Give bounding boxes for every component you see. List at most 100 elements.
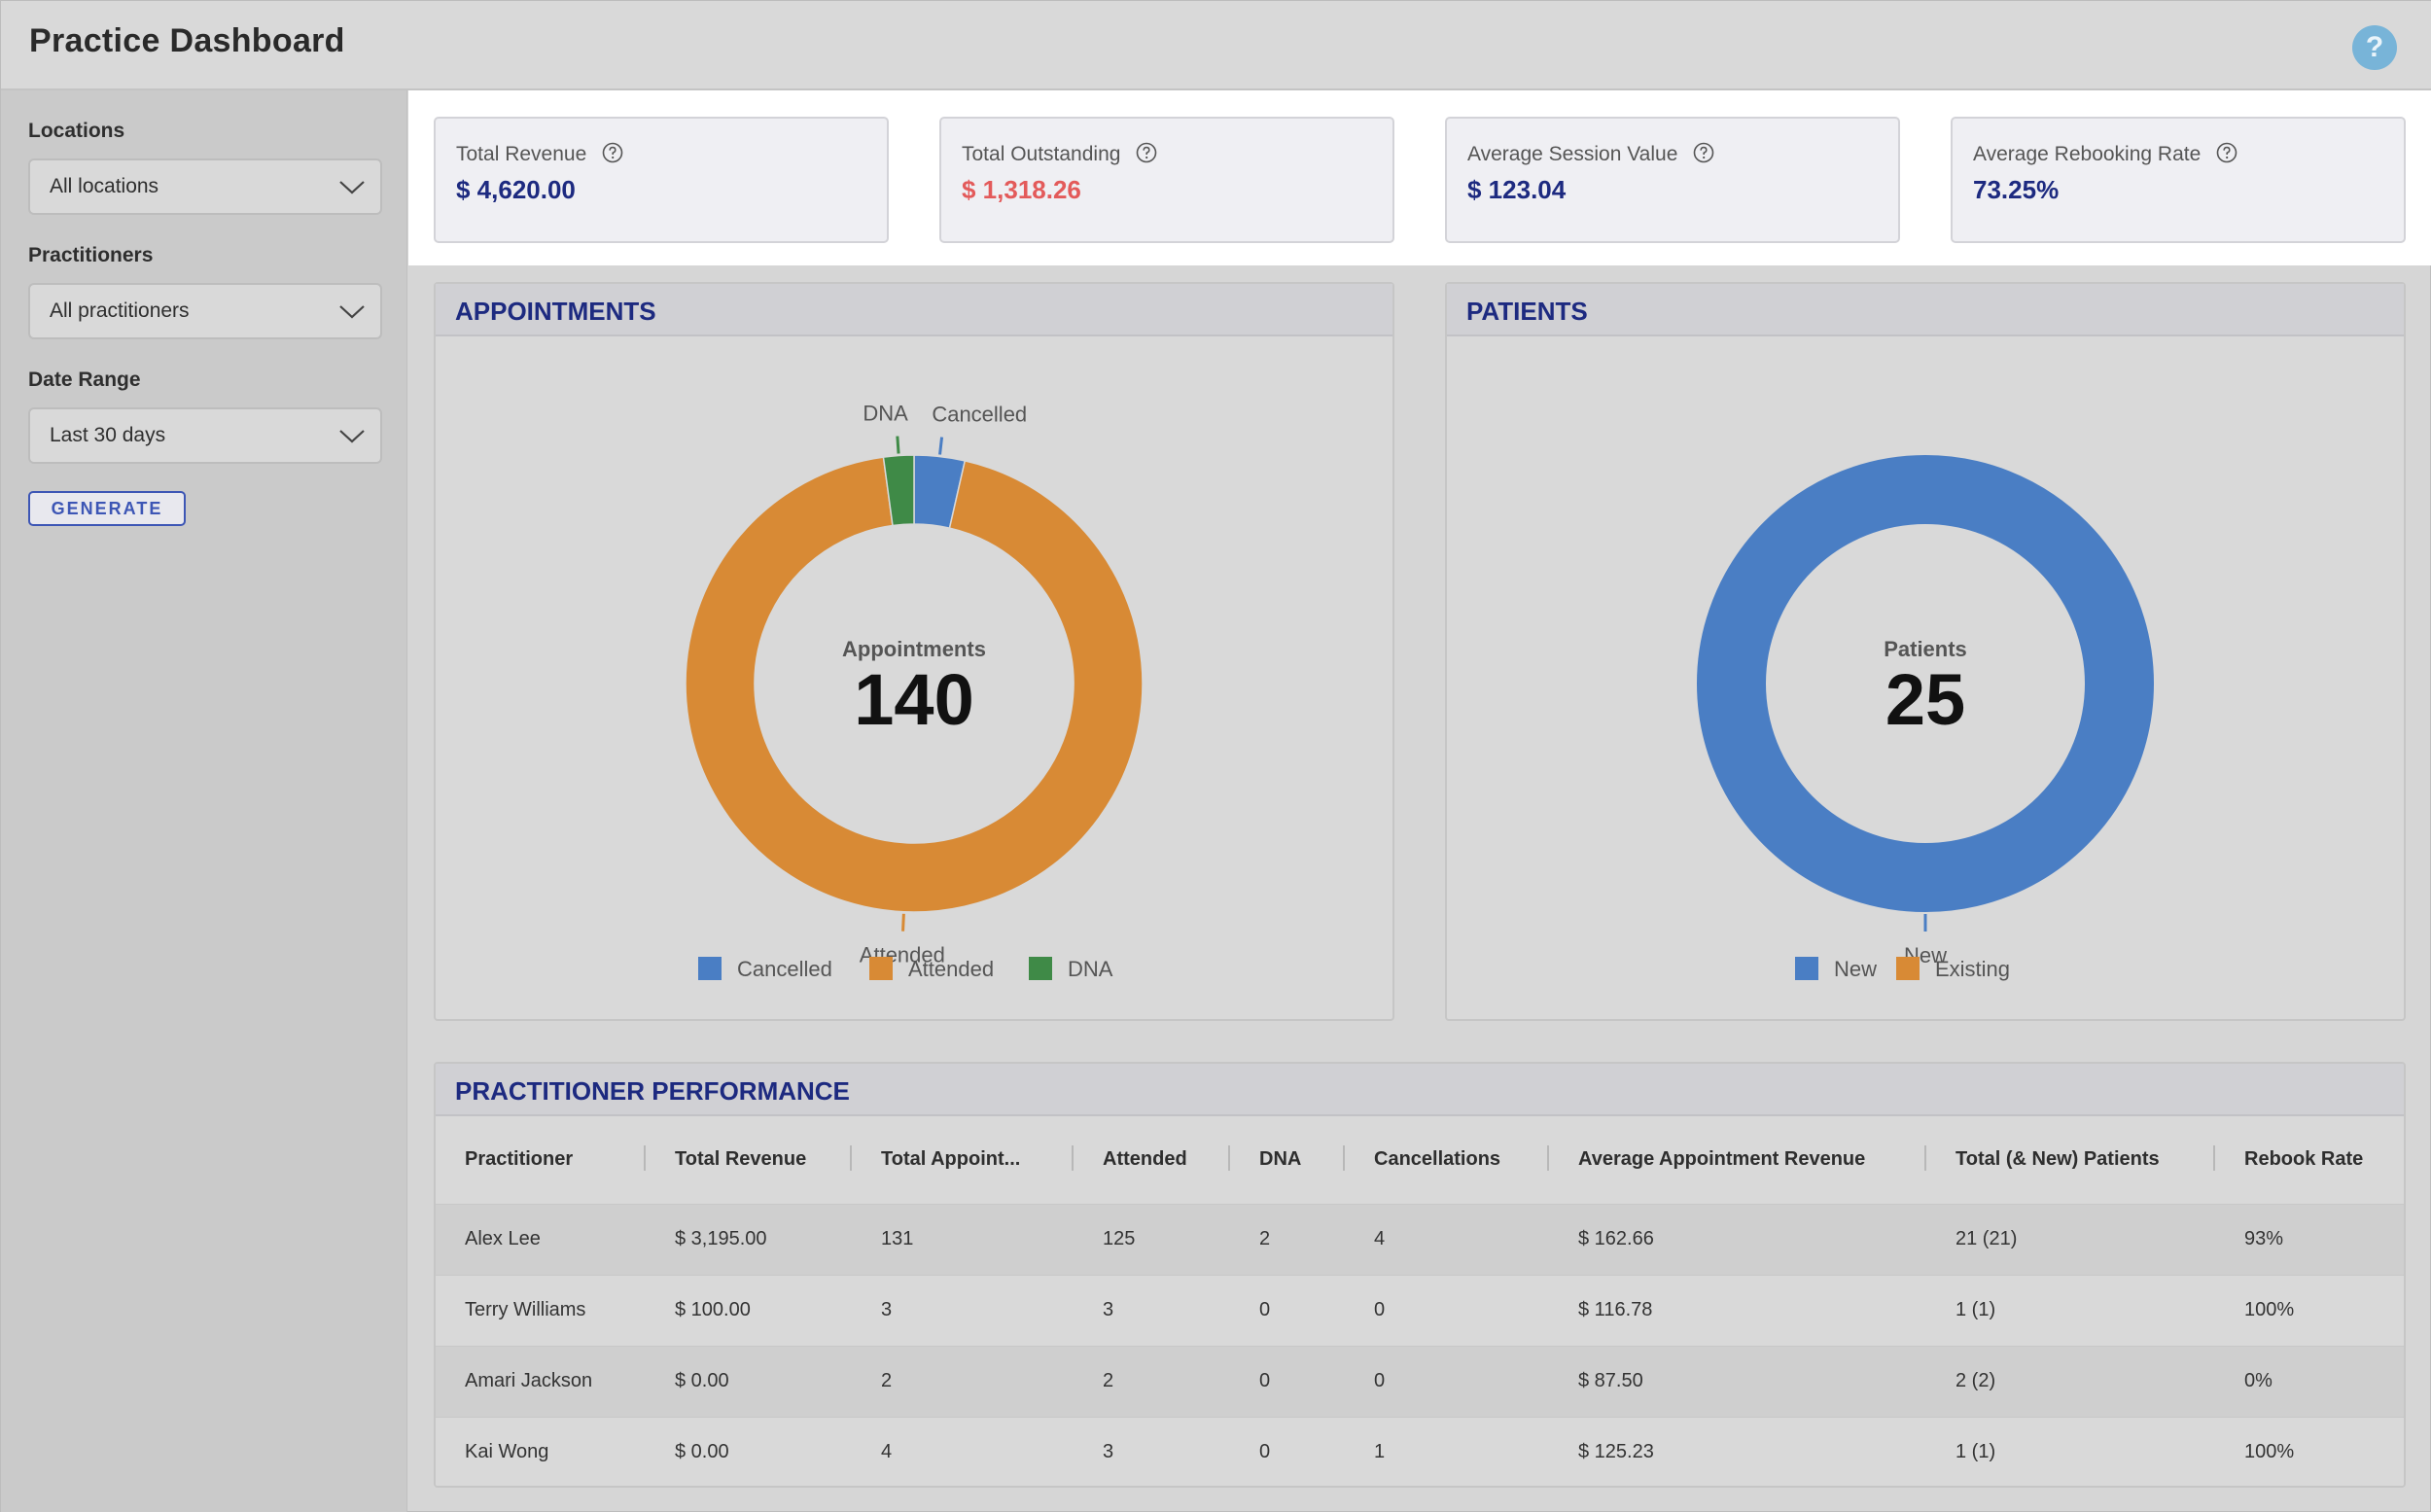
filter-sidebar: Locations All locations Practitioners Al… (1, 90, 407, 1512)
chevron-down-icon (339, 430, 365, 443)
page-title: Practice Dashboard (29, 22, 345, 59)
table-row[interactable]: Alex Lee $ 3,195.00 131 125 2 4 $ 162.66… (436, 1204, 2404, 1275)
table-cell: Kai Wong (436, 1417, 646, 1486)
info-icon[interactable] (2216, 142, 2237, 163)
table-cell: 100% (2215, 1275, 2404, 1346)
column-divider[interactable] (1072, 1145, 1074, 1171)
legend-label-new: New (1834, 957, 1877, 981)
practitioners-select[interactable]: All practitioners (28, 283, 382, 339)
locations-label: Locations (28, 120, 125, 142)
kpi-value: $ 4,620.00 (456, 175, 576, 204)
performance-table: Practitioner Total Revenue Total Appoint… (436, 1116, 2404, 1486)
legend-label-attended: Attended (908, 957, 994, 981)
help-icon[interactable]: ? (2352, 25, 2397, 70)
legend-swatch-dna (1029, 957, 1052, 980)
column-header-label: Total (& New) Patients (1955, 1148, 2160, 1171)
column-divider[interactable] (1343, 1145, 1345, 1171)
generate-button[interactable]: GENERATE (28, 491, 186, 526)
kpi-label-text: Total Revenue (456, 143, 587, 165)
column-header-label: Practitioner (465, 1148, 574, 1171)
column-header[interactable]: Total Revenue (646, 1116, 852, 1204)
kpi-strip: Total Revenue $ 4,620.00 Total Outstandi… (408, 90, 2431, 265)
legend-swatch-existing (1896, 957, 1920, 980)
table-cell: 0 (1230, 1346, 1345, 1417)
table-cell: 93% (2215, 1204, 2404, 1275)
table-cell: 2 (2) (1926, 1346, 2215, 1417)
column-divider[interactable] (1924, 1145, 1926, 1171)
center-value: 140 (854, 659, 973, 740)
table-cell: $ 125.23 (1549, 1417, 1926, 1486)
table-cell: $ 0.00 (646, 1346, 852, 1417)
table-row[interactable]: Kai Wong $ 0.00 4 3 0 1 $ 125.23 1 (1) 1… (436, 1417, 2404, 1486)
table-cell: $ 0.00 (646, 1417, 852, 1486)
kpi-label-text: Total Outstanding (962, 143, 1121, 165)
table-cell: 0 (1230, 1275, 1345, 1346)
kpi-card-total-revenue: Total Revenue $ 4,620.00 (434, 117, 889, 243)
slice-dna (882, 454, 915, 527)
column-header-label: Attended (1103, 1148, 1187, 1171)
column-divider[interactable] (2213, 1145, 2215, 1171)
table-cell: 2 (1230, 1204, 1345, 1275)
table-cell: 3 (1074, 1275, 1230, 1346)
practitioners-label: Practitioners (28, 244, 154, 266)
kpi-label-text: Average Session Value (1467, 143, 1678, 165)
column-header[interactable]: DNA (1230, 1116, 1345, 1204)
slice-label-dna: DNA (863, 402, 908, 426)
column-header-label: Average Appointment Revenue (1578, 1148, 1866, 1171)
kpi-card-average-rebooking-rate: Average Rebooking Rate 73.25% (1951, 117, 2406, 243)
legend-label-cancelled: Cancelled (737, 957, 832, 981)
kpi-value: $ 1,318.26 (962, 175, 1081, 204)
column-divider[interactable] (1547, 1145, 1549, 1171)
column-header[interactable]: Attended (1074, 1116, 1230, 1204)
column-header-label: Cancellations (1374, 1148, 1501, 1171)
chevron-down-icon (339, 305, 365, 319)
info-icon[interactable] (602, 142, 623, 163)
table-cell: 1 (1) (1926, 1275, 2215, 1346)
table-row[interactable]: Amari Jackson $ 0.00 2 2 0 0 $ 87.50 2 (… (436, 1346, 2404, 1417)
legend-label-existing: Existing (1935, 957, 2010, 981)
info-icon[interactable] (1693, 142, 1714, 163)
legend-swatch-cancelled (698, 957, 722, 980)
table-cell: $ 162.66 (1549, 1204, 1926, 1275)
column-header[interactable]: Practitioner (436, 1116, 646, 1204)
legend-label-dna: DNA (1068, 957, 1113, 981)
table-cell: 131 (852, 1204, 1074, 1275)
column-divider[interactable] (850, 1145, 852, 1171)
center-label: Appointments (842, 637, 986, 661)
locations-select-value: All locations (50, 175, 159, 197)
table-cell: 0 (1345, 1346, 1549, 1417)
table-header-row: Practitioner Total Revenue Total Appoint… (436, 1116, 2404, 1204)
table-cell: 1 (1345, 1417, 1549, 1486)
panel-header: APPOINTMENTS (436, 284, 1392, 336)
info-icon[interactable] (1136, 142, 1157, 163)
slice-new (1697, 455, 2154, 912)
date-range-select[interactable]: Last 30 days (28, 407, 382, 464)
table-cell: $ 116.78 (1549, 1275, 1926, 1346)
table-row[interactable]: Terry Williams $ 100.00 3 3 0 0 $ 116.78… (436, 1275, 2404, 1346)
leader-line-cancelled (938, 437, 944, 455)
column-header[interactable]: Cancellations (1345, 1116, 1549, 1204)
column-header[interactable]: Total Appoint... (852, 1116, 1074, 1204)
column-header-label: DNA (1259, 1148, 1302, 1171)
column-header-label: Total Appoint... (881, 1148, 1021, 1171)
column-divider[interactable] (1228, 1145, 1230, 1171)
performance-title: PRACTITIONER PERFORMANCE (455, 1076, 850, 1106)
table-cell: $ 3,195.00 (646, 1204, 852, 1275)
legend-swatch-new (1795, 957, 1818, 980)
column-header[interactable]: Total (& New) Patients (1926, 1116, 2215, 1204)
locations-select[interactable]: All locations (28, 158, 382, 215)
column-divider[interactable] (644, 1145, 646, 1171)
table-cell: 125 (1074, 1204, 1230, 1275)
column-header[interactable]: Average Appointment Revenue (1549, 1116, 1926, 1204)
column-header-label: Rebook Rate (2244, 1148, 2364, 1171)
date-range-select-value: Last 30 days (50, 424, 166, 446)
table-cell: 4 (852, 1417, 1074, 1486)
table-cell: $ 87.50 (1549, 1346, 1926, 1417)
column-header-label: Total Revenue (675, 1148, 807, 1171)
patients-title: PATIENTS (1466, 297, 1588, 326)
column-header[interactable]: Rebook Rate (2215, 1116, 2404, 1204)
performance-panel: PRACTITIONER PERFORMANCE Practitioner To… (434, 1062, 2406, 1488)
appointments-panel: APPOINTMENTS Cancelled Attended DNA Appoint… (434, 282, 1394, 1021)
